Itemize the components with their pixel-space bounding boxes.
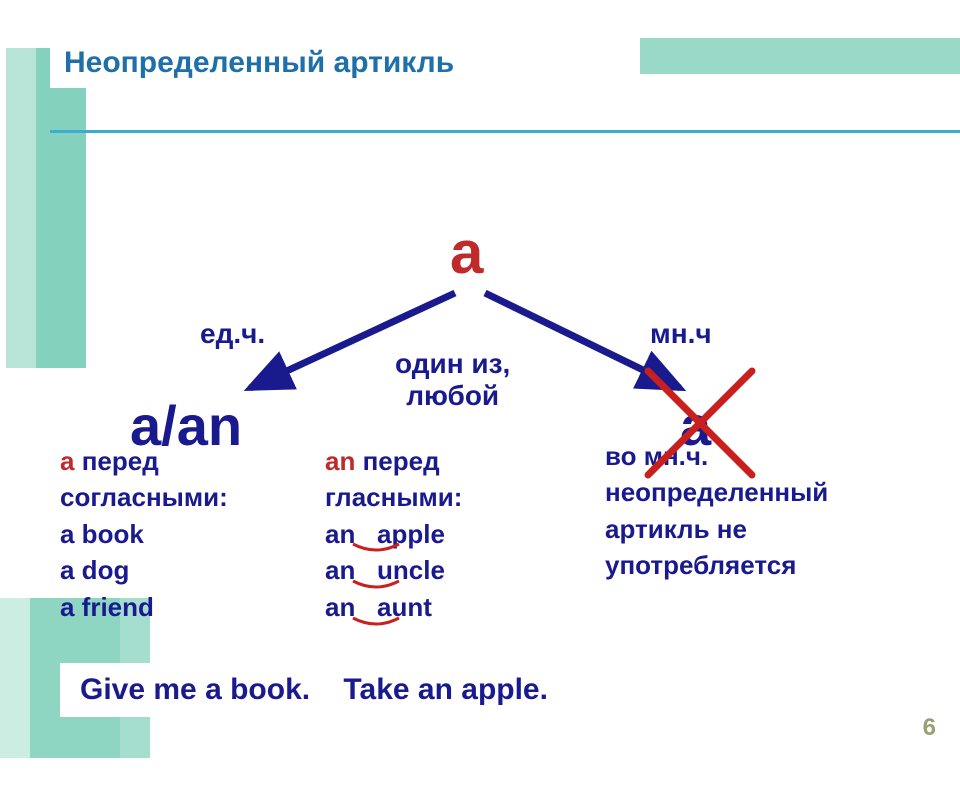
col2-l1-post: перед [355,446,439,476]
center-meaning-label: один из, любой [395,348,510,412]
center-line2: любой [406,380,499,411]
col2-l2: гласными: [325,482,462,512]
col2-l1-accent: an [325,446,355,476]
column-consonants: a перед согласными: a book a dog a frien… [60,443,228,625]
col2-l3: an apple [325,519,445,549]
col2-l5: an aunt [325,592,432,622]
leaf-a-an: a/an [130,393,242,458]
col1-l3: a book [60,519,144,549]
col1-l1-accent: a [60,446,74,476]
col3-l3: артикль не [605,514,747,544]
branch-label-singular: ед.ч. [200,318,265,350]
leaf-a-plural: a [680,393,711,458]
branch-label-plural: мн.ч [650,318,712,350]
header-underline [50,130,960,133]
col1-l5: a friend [60,592,154,622]
page-number: 6 [923,714,936,742]
example-text: Give me a book. Take an apple. [80,673,548,706]
col1-l2: согласными: [60,482,228,512]
header: Неопределенный артикль [50,38,960,88]
page-title: Неопределенный артикль [50,38,468,88]
col3-l4: употребляется [605,550,796,580]
column-plural-note: во мн.ч. неопределенный артикль не употр… [605,438,828,584]
center-line1: один из, [395,348,510,379]
bg-left-grad [6,48,36,368]
col3-l2: неопределенный [605,477,828,507]
col2-l4: an uncle [325,555,445,585]
column-vowels: an перед гласными: an apple an uncle an … [325,443,462,625]
col1-l4: a dog [60,555,129,585]
root-article-a: a [450,218,483,287]
example-sentence: Give me a book. Take an apple. [60,663,568,717]
